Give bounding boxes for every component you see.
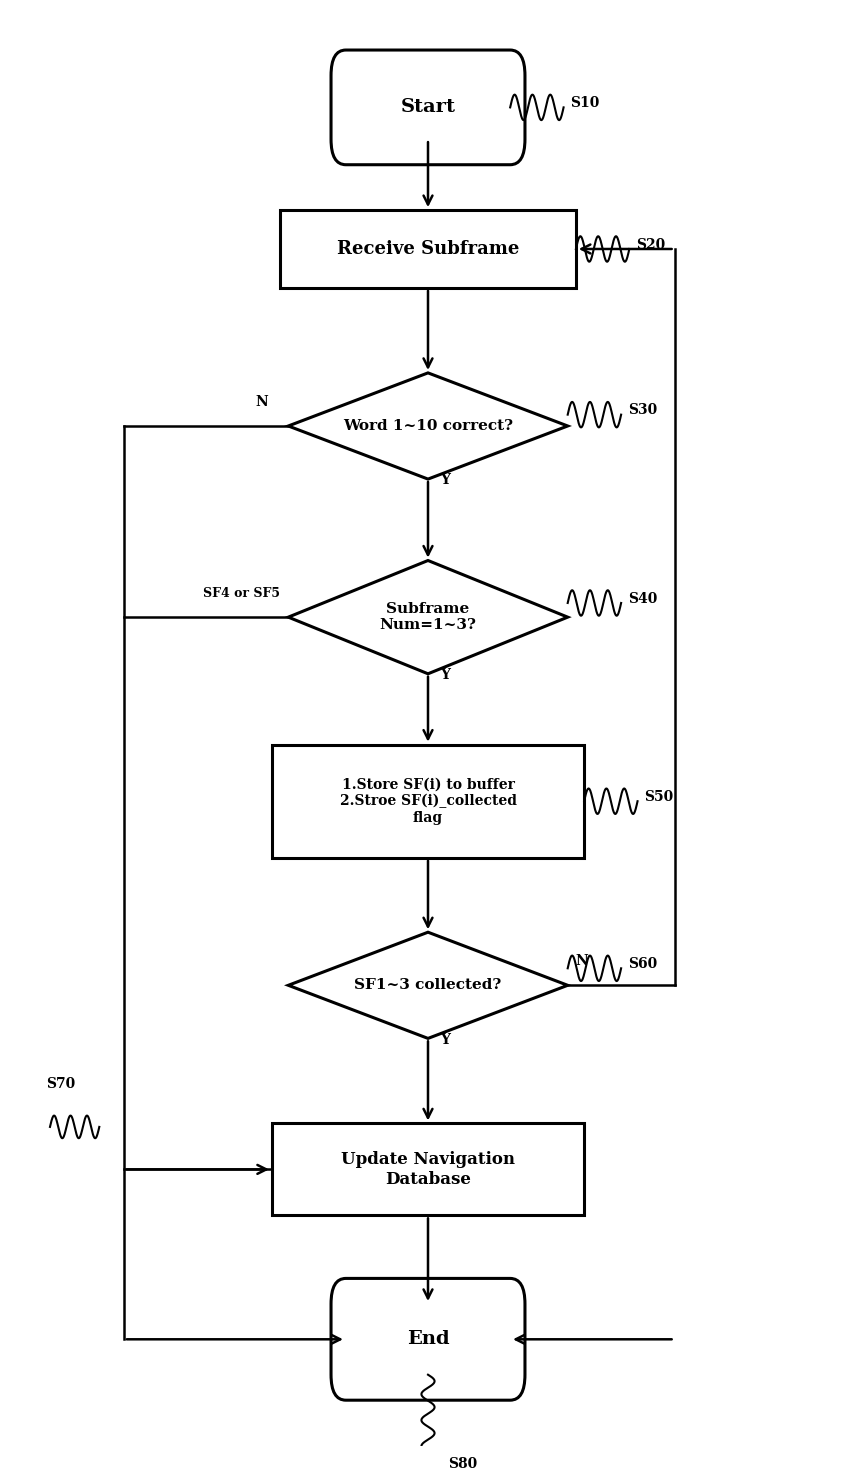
Text: Receive Subframe: Receive Subframe — [336, 240, 520, 258]
Text: Subframe
Num=1~3?: Subframe Num=1~3? — [379, 602, 477, 633]
Text: Y: Y — [440, 1032, 450, 1047]
Text: SF4 or SF5: SF4 or SF5 — [203, 587, 280, 600]
Text: SF1~3 collected?: SF1~3 collected? — [354, 978, 502, 993]
Text: S20: S20 — [636, 237, 665, 252]
Text: Word 1~10 correct?: Word 1~10 correct? — [343, 419, 513, 434]
Polygon shape — [288, 373, 568, 479]
Bar — [272, 1124, 584, 1215]
Text: Y: Y — [440, 473, 450, 487]
Text: S70: S70 — [46, 1078, 75, 1092]
Text: Y: Y — [440, 668, 450, 681]
Bar — [280, 209, 576, 288]
Polygon shape — [288, 560, 568, 674]
Text: S10: S10 — [570, 96, 599, 111]
Text: S30: S30 — [627, 403, 657, 417]
Text: End: End — [407, 1330, 449, 1348]
Bar — [272, 745, 584, 858]
FancyBboxPatch shape — [331, 1279, 525, 1400]
Polygon shape — [288, 932, 568, 1038]
Text: S40: S40 — [627, 591, 657, 606]
Text: Start: Start — [401, 99, 455, 117]
Text: 1.Store SF(i) to buffer
2.Stroe SF(i)_collected
flag: 1.Store SF(i) to buffer 2.Stroe SF(i)_co… — [340, 777, 516, 825]
Text: N: N — [576, 954, 589, 968]
Text: S50: S50 — [644, 791, 674, 804]
Text: Update Navigation
Database: Update Navigation Database — [341, 1150, 515, 1187]
Text: S60: S60 — [627, 957, 657, 971]
Text: S80: S80 — [449, 1457, 478, 1471]
Text: N: N — [255, 395, 268, 409]
FancyBboxPatch shape — [331, 50, 525, 165]
